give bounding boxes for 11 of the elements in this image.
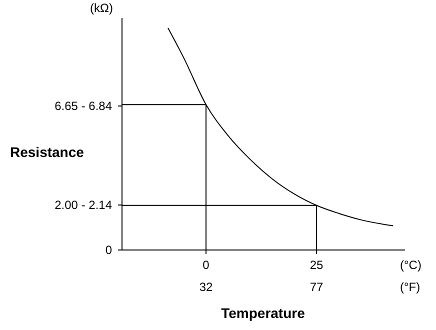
x-tick-label: 25 xyxy=(310,258,324,272)
x2-tick-label: 32 xyxy=(199,280,214,294)
text: 6.65 - 6.84 xyxy=(54,99,112,113)
text: (°F) xyxy=(400,280,420,294)
text: 0 xyxy=(105,243,112,257)
x2-tick-label: 77 xyxy=(310,280,324,294)
text: 2.00 - 2.14 xyxy=(54,198,112,212)
text: (kΩ) xyxy=(90,1,113,15)
y-axis-title: Resistance xyxy=(10,144,84,160)
text: (°C) xyxy=(400,258,422,272)
x-axis-title: Temperature xyxy=(221,305,306,321)
